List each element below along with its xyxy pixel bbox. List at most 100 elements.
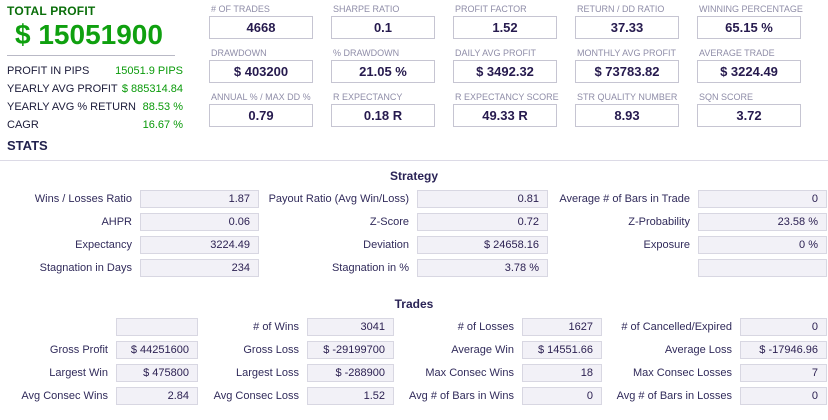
metric-value-box: 0.1	[331, 16, 435, 39]
summary-value: $ 885314.84	[121, 83, 183, 95]
metric-label: DAILY AVG PROFIT	[455, 48, 537, 58]
strategy-section-title: Strategy	[389, 169, 439, 183]
metric-str-quality-number: STR QUALITY NUMBER 8.93	[575, 92, 679, 127]
summary-value: 15051.9 PIPS	[115, 65, 183, 77]
stat-label-num-cancelled-expired: # of Cancelled/Expired	[621, 321, 732, 333]
stat-label-avg-bars-in-wins: Avg # of Bars in Wins	[409, 390, 514, 402]
stat-value-num-cancelled-expired: 0	[740, 318, 827, 336]
stat-value-deviation: $ 24658.16	[417, 236, 548, 254]
metric-annual-percent-max-dd: ANNUAL % / MAX DD % 0.79	[209, 92, 313, 127]
stat-label-stagnation-percent: Stagnation in %	[331, 262, 409, 274]
metric-label: AVERAGE TRADE	[699, 48, 775, 58]
stat-value-avg-bars-in-wins: 0	[522, 387, 602, 405]
stat-label-largest-loss: Largest Loss	[236, 367, 299, 379]
stats-divider	[0, 160, 828, 161]
metric-label: WINNING PERCENTAGE	[699, 4, 803, 14]
metric-label: % DRAWDOWN	[333, 48, 400, 58]
summary-label: CAGR	[7, 119, 39, 131]
metric-sqn-score: SQN SCORE 3.72	[697, 92, 801, 127]
metric-label: SQN SCORE	[699, 92, 754, 102]
stat-label-avg-bars-in-losses: Avg # of Bars in Losses	[616, 390, 732, 402]
metric-value-box: $ 3224.49	[697, 60, 801, 83]
stat-value-num-wins: 3041	[307, 318, 394, 336]
summary-divider	[7, 55, 175, 56]
metric-label: ANNUAL % / MAX DD %	[211, 92, 311, 102]
metric-r-expectancy-score: R EXPECTANCY SCORE 49.33 R	[453, 92, 559, 127]
stat-label-average-loss: Average Loss	[664, 344, 732, 356]
metric-value-box: 37.33	[575, 16, 679, 39]
metric-percent-drawdown: % DRAWDOWN 21.05 %	[331, 48, 435, 83]
stat-value-avg-consec-loss: 1.52	[307, 387, 394, 405]
stat-label-num-wins: # of Wins	[253, 321, 299, 333]
metric-drawdown: DRAWDOWN $ 403200	[209, 48, 313, 83]
metric-label: SHARPE RATIO	[333, 4, 400, 14]
stat-label-payout-ratio: Payout Ratio (Avg Win/Loss)	[268, 193, 409, 205]
stat-label-gross-loss: Gross Loss	[243, 344, 299, 356]
stat-label-gross-profit: Gross Profit	[49, 344, 108, 356]
stat-value-largest-loss: $ -288900	[307, 364, 394, 382]
metric-daily-avg-profit: DAILY AVG PROFIT $ 3492.32	[453, 48, 557, 83]
stat-label-expectancy: Expectancy	[75, 239, 132, 251]
stat-label-deviation: Deviation	[363, 239, 409, 251]
summary-label: YEARLY AVG % RETURN	[7, 101, 136, 113]
metric-num-trades: # OF TRADES 4668	[209, 4, 313, 39]
summary-row-cagr: CAGR 16.67 %	[7, 116, 183, 134]
metric-label: R EXPECTANCY SCORE	[455, 92, 559, 102]
metric-label: MONTHLY AVG PROFIT	[577, 48, 677, 58]
metric-r-expectancy: R EXPECTANCY 0.18 R	[331, 92, 435, 127]
metric-value-box: $ 73783.82	[575, 60, 679, 83]
stat-value-max-consec-losses: 7	[740, 364, 827, 382]
summary-value: 16.67 %	[142, 119, 183, 131]
stat-value-num-losses: 1627	[522, 318, 602, 336]
stat-value-exposure: 0 %	[698, 236, 827, 254]
stat-label-max-consec-losses: Max Consec Losses	[632, 367, 732, 379]
metric-label: STR QUALITY NUMBER	[577, 92, 678, 102]
stat-label-z-score: Z-Score	[369, 216, 409, 228]
metric-value-box: $ 403200	[209, 60, 313, 83]
stat-value-expectancy: 3224.49	[140, 236, 259, 254]
stat-label-avg-bars-in-trade: Average # of Bars in Trade	[559, 193, 690, 205]
metric-winning-percentage: WINNING PERCENTAGE 65.15 %	[697, 4, 803, 39]
top-section: TOTAL PROFIT $ 15051900 PROFIT IN PIPS 1…	[0, 0, 828, 136]
metric-label: PROFIT FACTOR	[455, 4, 527, 14]
stat-label-stagnation-days: Stagnation in Days	[39, 262, 132, 274]
metric-value-box: 3.72	[697, 104, 801, 127]
trades-section-title: Trades	[394, 297, 434, 311]
summary-label: PROFIT IN PIPS	[7, 65, 90, 77]
stat-value-gross-profit: $ 44251600	[116, 341, 198, 359]
metric-value-box: 0.79	[209, 104, 313, 127]
stat-value-avg-bars-in-losses: 0	[740, 387, 827, 405]
metric-value-box: 0.18 R	[331, 104, 435, 127]
stat-value-avg-bars-in-trade: 0	[698, 190, 827, 208]
stat-value-largest-win: $ 475800	[116, 364, 198, 382]
stat-label-avg-consec-loss: Avg Consec Loss	[213, 390, 299, 402]
stat-value-z-score: 0.72	[417, 213, 548, 231]
summary-row-profit-in-pips: PROFIT IN PIPS 15051.9 PIPS	[7, 62, 183, 80]
total-profit-value: $ 15051900	[15, 19, 163, 50]
stat-label-wins-losses-ratio: Wins / Losses Ratio	[34, 193, 132, 205]
summary-row-yearly-avg-profit: YEARLY AVG PROFIT $ 885314.84	[7, 80, 183, 98]
summary-value: 88.53 %	[142, 101, 183, 113]
metric-label: DRAWDOWN	[211, 48, 267, 58]
stat-label-largest-win: Largest Win	[49, 367, 108, 379]
stat-label-exposure: Exposure	[643, 239, 690, 251]
metric-label: RETURN / DD RATIO	[577, 4, 665, 14]
metric-value-box: 21.05 %	[331, 60, 435, 83]
metric-value-box: $ 3492.32	[453, 60, 557, 83]
stat-label-average-win: Average Win	[451, 344, 514, 356]
stat-value-payout-ratio: 0.81	[417, 190, 548, 208]
metric-value-box: 4668	[209, 16, 313, 39]
stat-value-z-probability: 23.58 %	[698, 213, 827, 231]
trades-grid: # of Wins 3041 # of Losses 1627 # of Can…	[1, 318, 828, 405]
stat-value-ahpr: 0.06	[140, 213, 259, 231]
strategy-grid: Wins / Losses Ratio 1.87 Payout Ratio (A…	[1, 190, 828, 277]
stat-value-empty-box	[116, 318, 198, 336]
stat-value-average-win: $ 14551.66	[522, 341, 602, 359]
summary-row-yearly-avg-percent-return: YEARLY AVG % RETURN 88.53 %	[7, 98, 183, 116]
metric-label: R EXPECTANCY	[333, 92, 403, 102]
total-profit-title: TOTAL PROFIT	[7, 4, 96, 18]
stat-value-max-consec-wins: 18	[522, 364, 602, 382]
metric-label: # OF TRADES	[211, 4, 270, 14]
metric-sharpe-ratio: SHARPE RATIO 0.1	[331, 4, 435, 39]
